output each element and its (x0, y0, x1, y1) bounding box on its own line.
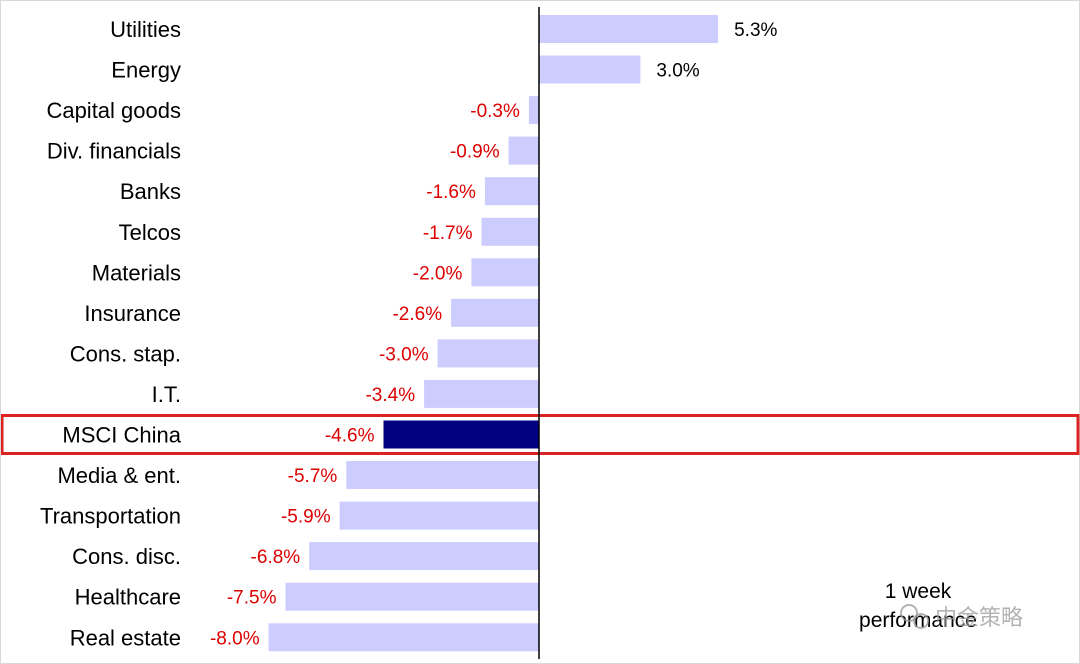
value-label-div-financials: -0.9% (450, 142, 500, 163)
value-label-transportation: -5.9% (281, 507, 331, 528)
category-label-insurance: Insurance (84, 301, 181, 326)
value-label-healthcare: -7.5% (227, 588, 277, 609)
value-label-insurance: -2.6% (392, 304, 442, 325)
bar-telcos (481, 217, 539, 246)
wechat-icon (900, 604, 929, 629)
value-label-msci-china: -4.6% (325, 426, 375, 447)
category-label-energy: Energy (111, 58, 181, 83)
bar-banks (484, 177, 539, 206)
bar-media-ent (346, 461, 539, 489)
value-label-real-estate: -8.0% (210, 628, 260, 649)
category-label-cons-disc: Cons. disc. (72, 544, 181, 569)
category-label-telcos: Telcos (119, 220, 181, 245)
category-label-banks: Banks (120, 179, 181, 204)
category-label-capital-goods: Capital goods (46, 98, 181, 123)
value-label-cons-disc: -6.8% (251, 547, 301, 568)
value-label-media-ent: -5.7% (288, 466, 338, 487)
bar-msci-china (383, 420, 539, 449)
category-label-msci-china: MSCI China (62, 423, 181, 448)
bar-cons-disc (309, 542, 539, 571)
bars-layer (1, 7, 1080, 659)
category-label-utilities: Utilities (110, 17, 181, 42)
value-label-telcos: -1.7% (423, 223, 473, 244)
value-label-i-t: -3.4% (365, 385, 415, 406)
bar-materials (471, 258, 539, 287)
value-label-energy: 3.0% (656, 61, 699, 82)
category-label-cons-stap: Cons. stap. (70, 341, 181, 366)
bar-energy (539, 55, 641, 84)
value-label-banks: -1.6% (426, 182, 476, 203)
value-label-capital-goods: -0.3% (470, 101, 520, 122)
bar-capital-goods (528, 96, 539, 125)
category-label-healthcare: Healthcare (75, 585, 181, 610)
bar-healthcare (285, 582, 539, 611)
value-label-utilities: 5.3% (734, 20, 777, 41)
bar-utilities (539, 15, 719, 43)
performance-note-line2: performance (859, 609, 977, 632)
highlight-box (1, 414, 1080, 455)
bar-cons-stap (437, 339, 539, 368)
bar-div-financials (508, 136, 539, 165)
value-label-cons-stap: -3.0% (379, 344, 429, 365)
bar-insurance (451, 298, 539, 327)
category-label-materials: Materials (92, 260, 181, 285)
category-label-transportation: Transportation (40, 504, 181, 529)
bar-transportation (339, 501, 539, 530)
watermark-text: 中金策略 (935, 606, 1023, 631)
bar-i-t (424, 379, 539, 408)
category-label-real-estate: Real estate (70, 625, 181, 650)
watermark: 中金策略 (900, 604, 1023, 631)
category-label-i-t: I.T. (152, 382, 181, 407)
bar-real-estate (268, 623, 539, 652)
category-label-media-ent: Media & ent. (57, 463, 181, 488)
performance-note-line1: 1 week (885, 580, 952, 603)
labels-layer: Utilities 5.3% Energy 3.0% Capital goods -0.3… (40, 17, 778, 650)
category-label-div-financials: Div. financials (47, 139, 181, 164)
value-label-materials: -2.0% (413, 263, 463, 284)
